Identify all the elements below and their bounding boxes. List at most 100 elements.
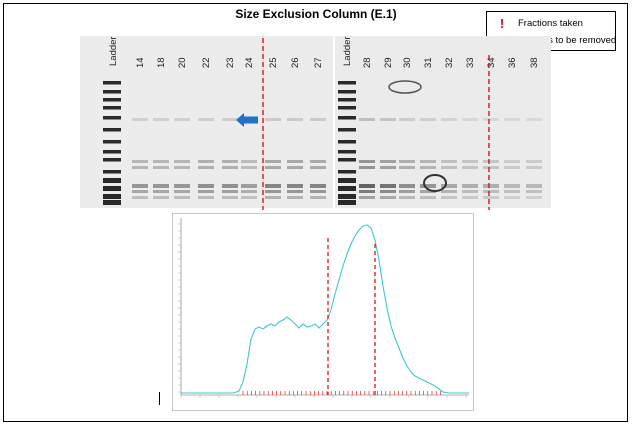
gel-band [265,160,281,163]
gel-band [222,166,238,169]
ladder-band [338,140,356,144]
ladder-band [338,194,356,199]
gel-band [420,160,436,163]
gel-band [222,160,238,163]
gel-band [441,190,457,193]
gel-band [483,166,499,169]
gel1-lane-label: 25 [268,57,279,68]
gel-band [222,196,238,199]
gel-band [174,190,190,193]
gel-band [462,184,478,188]
gel-band [359,190,375,193]
gel-band [310,160,326,163]
gel-band [241,166,257,169]
gel-band [198,160,214,163]
gel-band [526,190,542,193]
ladder-band [338,98,356,102]
ladder-band [103,194,121,199]
gel-band [241,160,257,163]
gel-band [504,190,520,193]
ladder-band [103,178,121,183]
gel-band [265,190,281,193]
gel-1-bands [103,81,326,205]
gel-band [399,190,415,193]
gel2-lane-label: 36 [507,57,518,68]
gel-band [265,196,281,199]
figure-title: Size Exclusion Column (E.1) [235,7,397,21]
gel-band [153,184,169,188]
gel-band [174,118,190,121]
legend-fractions-label: Fractions taken [518,17,583,29]
chromatogram-plot [172,213,474,411]
gel-band [153,196,169,199]
gel1-lane-label: 27 [313,57,324,68]
gel-band [526,184,542,188]
ladder-band [103,200,121,205]
gel-band [441,196,457,199]
gel-band [441,166,457,169]
ladder-band [103,186,121,191]
gel-band [359,184,375,188]
gel1-lane-label: 22 [201,57,212,68]
remove-arrow-icon [236,113,258,127]
gel-image-1: Ladder 14 18 20 22 23 24 25 26 27 [80,36,333,208]
gel-band [504,184,520,188]
ladder-band [103,140,121,144]
gel1-lane-label: 18 [156,57,167,68]
gel-band [132,190,148,193]
gel-band [132,118,148,121]
gel2-lane-label: 38 [529,57,540,68]
ladder-band [103,150,121,154]
gel-band [287,184,303,188]
gel-band [399,166,415,169]
gel-2-bands [338,80,542,205]
exclamation-icon: ! [499,15,505,31]
gel-band [526,160,542,163]
gel2-lane-label: 33 [465,57,476,68]
gel-band [287,166,303,169]
gel-band [483,160,499,163]
gel-band [287,160,303,163]
gel-band [504,160,520,163]
gel-band [132,196,148,199]
gel-band [174,196,190,199]
ladder-band [103,90,121,94]
ladder-band [338,81,356,85]
gel-band [198,184,214,188]
gel-band [380,196,396,199]
gel-band [310,184,326,188]
gel-band [420,184,436,188]
ladder-band [103,170,121,174]
gel-band [399,196,415,199]
gel-band [399,184,415,188]
gel2-lane-label: 34 [486,57,497,68]
ladder-band [338,150,356,154]
gel-band [310,166,326,169]
gel-band [504,196,520,199]
gel-band [483,196,499,199]
gel-band [241,196,257,199]
ladder-band [338,90,356,94]
gel-artifact [388,80,422,94]
gel1-lane-label: 26 [290,57,301,68]
ladder-band [103,98,121,102]
gel-band [241,184,257,188]
gel-band [441,160,457,163]
ladder-band [338,200,356,205]
ladder-band [338,178,356,183]
gel1-lane-label: 23 [225,57,236,68]
gel-band [399,160,415,163]
gel-band [265,118,281,121]
gel-band [420,196,436,199]
legend-item-fractions: ! Fractions taken [491,16,583,30]
gel-band [198,190,214,193]
gel-band [483,184,499,188]
ladder-band [103,128,121,132]
gel-band [420,118,436,121]
ladder-band [338,186,356,191]
ladder-band [103,106,121,110]
gel-band [504,118,520,121]
gel-artifact [423,174,447,192]
gel-band [462,190,478,193]
gel-band [153,190,169,193]
